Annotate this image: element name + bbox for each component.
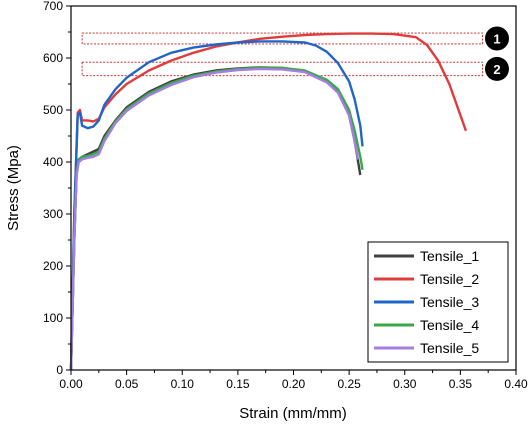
x-tick-label: 0.15	[226, 377, 250, 391]
series-line-tensile-4	[69, 66, 364, 371]
legend-label: Tensile_2	[420, 271, 479, 287]
series-line-tensile-2	[69, 32, 468, 371]
highlight-bands: 12	[81, 26, 509, 81]
highlight-band-1	[81, 32, 484, 45]
x-tick-label: 0.00	[59, 377, 83, 391]
x-tick-label: 0.30	[393, 377, 417, 391]
x-tick-label: 0.40	[504, 377, 528, 391]
marker-2-label: 2	[493, 62, 500, 77]
x-axis-ticks: 0.00 0.05 0.10 0.15 0.20 0.25 0.30 0.35 0.40	[59, 370, 528, 391]
y-tick-label: 400	[43, 155, 63, 169]
x-tick-label: 0.35	[449, 377, 473, 391]
series-line-tensile-5	[69, 67, 360, 371]
y-axis-ticks: 0 100 200 300 400 500 600 700	[43, 0, 71, 377]
series-line-tensile-1	[69, 66, 362, 371]
y-tick-label: 300	[43, 207, 63, 221]
x-tick-label: 0.25	[337, 377, 361, 391]
legend-label: Tensile_4	[420, 317, 479, 333]
marker-1-label: 1	[493, 32, 500, 47]
series-lines	[69, 32, 468, 371]
series-line-tensile-3	[69, 40, 364, 371]
y-tick-label: 200	[43, 259, 63, 273]
legend-label: Tensile_5	[420, 340, 479, 356]
x-tick-label: 0.10	[171, 377, 195, 391]
legend: Tensile_1 Tensile_2 Tensile_3 Tensile_4 Tens…	[367, 241, 509, 363]
y-tick-label: 100	[43, 311, 63, 325]
legend-label: Tensile_1	[420, 248, 479, 264]
legend-label: Tensile_3	[420, 294, 479, 310]
y-axis-label: Stress (Mpa)	[5, 145, 22, 231]
y-tick-label: 700	[43, 0, 63, 13]
x-axis-label: Strain (mm/mm)	[239, 405, 347, 422]
x-tick-label: 0.05	[115, 377, 139, 391]
y-tick-label: 0	[56, 363, 63, 377]
marker-1-badge	[485, 26, 509, 51]
highlight-band-2	[81, 61, 484, 77]
marker-2-badge	[485, 56, 509, 81]
y-tick-label: 500	[43, 103, 63, 117]
x-tick-label: 0.20	[282, 377, 306, 391]
y-tick-label: 600	[43, 51, 63, 65]
